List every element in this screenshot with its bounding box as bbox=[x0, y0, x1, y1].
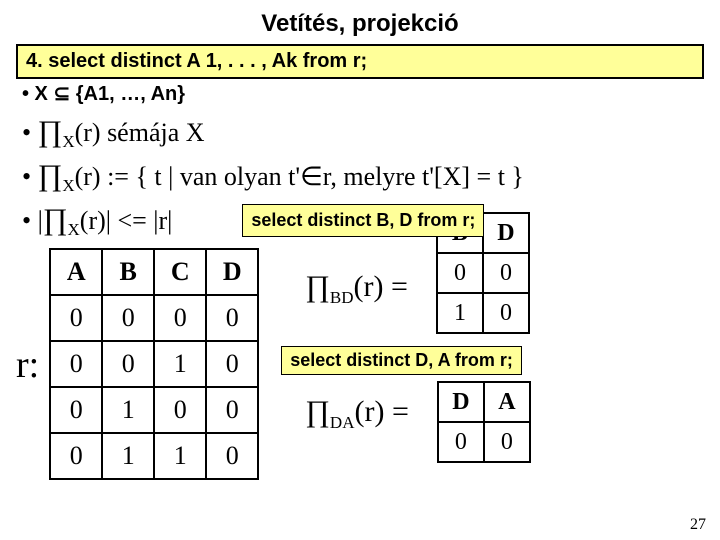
pi-symbol: ∏ bbox=[305, 270, 330, 303]
table-header: D bbox=[438, 382, 484, 422]
table-header: D bbox=[483, 213, 529, 253]
table-cell: 1 bbox=[102, 387, 154, 433]
def-text: (r)| <= |r| bbox=[80, 206, 173, 235]
table-da: DA 00 bbox=[437, 381, 531, 463]
table-cell: 0 bbox=[50, 387, 102, 433]
def-line-set: • ∏X(r) := { t | van olyan t'∈r, melyre … bbox=[22, 156, 704, 198]
table-header: B bbox=[102, 249, 154, 295]
table-cell: 1 bbox=[102, 433, 154, 479]
bullet-subset: • X ⊆ {A1, …, An} bbox=[22, 81, 704, 106]
definition-list: • ∏X(r) sémája X • ∏X(r) := { t | van ol… bbox=[16, 112, 704, 242]
sql-box-da: select distinct D, A from r; bbox=[281, 346, 522, 375]
table-row: 00 bbox=[438, 422, 530, 462]
table-row: 00 bbox=[437, 253, 529, 293]
table-cell: 0 bbox=[206, 433, 258, 479]
table-header: C bbox=[154, 249, 206, 295]
table-cell: 0 bbox=[50, 341, 102, 387]
pi-symbol: ∏ bbox=[305, 395, 330, 428]
slide-title: Vetítés, projekció bbox=[16, 10, 704, 38]
def-line-schema: • ∏X(r) sémája X bbox=[22, 112, 704, 154]
def-text: (r) := { t | van olyan t'∈r, melyre t'[X… bbox=[75, 162, 524, 191]
pi-sub: X bbox=[62, 176, 74, 195]
relation-label: r: bbox=[16, 343, 39, 387]
table-cell: 0 bbox=[102, 295, 154, 341]
table-cell: 0 bbox=[154, 295, 206, 341]
def-text: (r) sémája X bbox=[75, 118, 205, 147]
table-cell: 0 bbox=[206, 341, 258, 387]
table-header: A bbox=[50, 249, 102, 295]
table-cell: 0 bbox=[206, 295, 258, 341]
table-cell: 0 bbox=[483, 253, 529, 293]
pi-sub: DA bbox=[330, 413, 355, 432]
table-header: D bbox=[206, 249, 258, 295]
pi-sub: X bbox=[68, 220, 80, 239]
table-cell: 0 bbox=[50, 433, 102, 479]
bullet-dot: • bbox=[22, 162, 38, 191]
table-row: 0010 bbox=[50, 341, 258, 387]
table-cell: 0 bbox=[437, 253, 483, 293]
table-cell: 0 bbox=[50, 295, 102, 341]
table-cell: 0 bbox=[438, 422, 484, 462]
table-cell: 1 bbox=[154, 341, 206, 387]
table-row: 0000 bbox=[50, 295, 258, 341]
bullet-dot: • | bbox=[22, 206, 43, 235]
table-cell: 1 bbox=[154, 433, 206, 479]
sql-box-top: 4. select distinct A 1, . . . , Ak from … bbox=[16, 44, 704, 79]
pi-symbol: ∏ bbox=[38, 159, 63, 192]
table-row: 0110 bbox=[50, 433, 258, 479]
table-cell: 0 bbox=[483, 293, 529, 333]
proj-bd-expr: ∏BD(r) = bbox=[305, 270, 408, 308]
table-r: ABCD 0000001001000110 bbox=[49, 248, 259, 480]
pi-sub: BD bbox=[330, 288, 354, 307]
table-cell: 0 bbox=[206, 387, 258, 433]
table-row: 0100 bbox=[50, 387, 258, 433]
table-cell: 0 bbox=[154, 387, 206, 433]
table-header: A bbox=[484, 382, 530, 422]
proj-text: (r) = bbox=[354, 395, 408, 428]
proj-text: (r) = bbox=[354, 270, 408, 303]
table-cell: 0 bbox=[484, 422, 530, 462]
proj-da-expr: ∏DA(r) = bbox=[305, 395, 409, 433]
table-row: 10 bbox=[437, 293, 529, 333]
sql-box-bd: select distinct B, D from r; bbox=[242, 204, 484, 236]
bullet-dot: • bbox=[22, 118, 38, 147]
table-cell: 0 bbox=[102, 341, 154, 387]
table-cell: 1 bbox=[437, 293, 483, 333]
pi-symbol: ∏ bbox=[43, 203, 68, 236]
page-number: 27 bbox=[690, 516, 706, 534]
pi-symbol: ∏ bbox=[38, 115, 63, 148]
def-line-card: • |∏X(r)| <= |r| select distinct B, D fr… bbox=[22, 200, 704, 242]
pi-sub: X bbox=[62, 132, 74, 151]
